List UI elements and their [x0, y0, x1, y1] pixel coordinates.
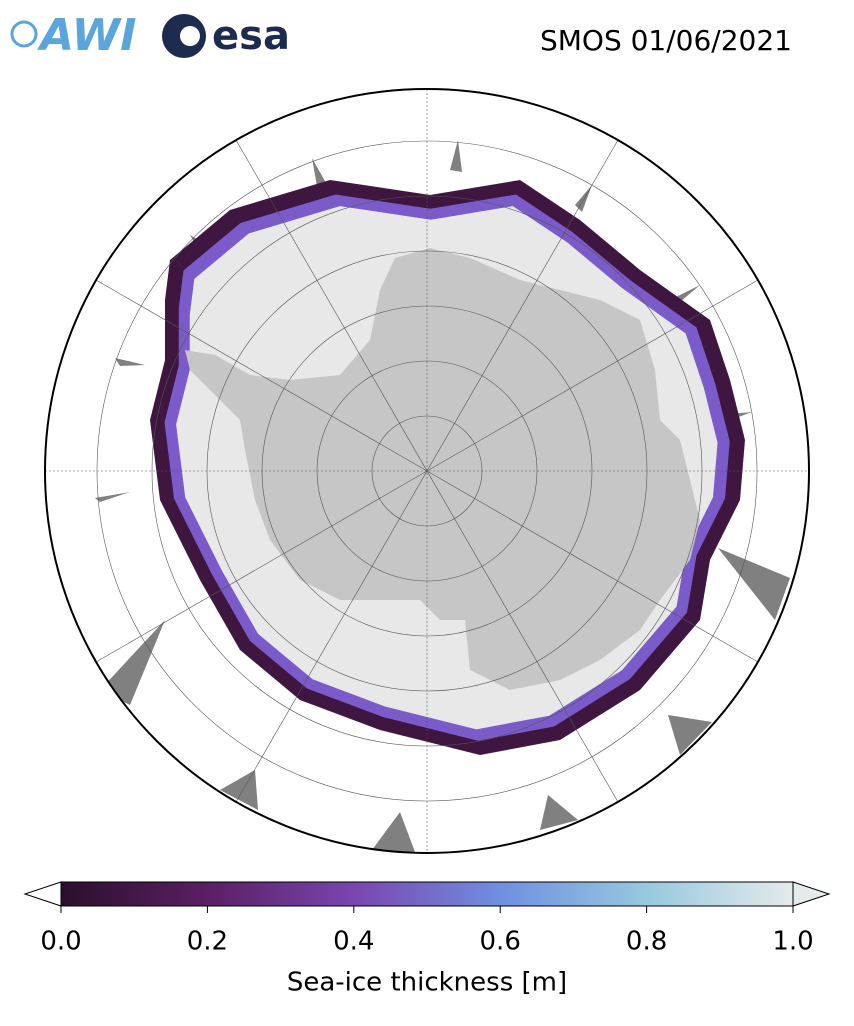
colorbar-bar	[60, 881, 794, 907]
colorbar-label: Sea-ice thickness [m]	[287, 968, 567, 998]
map	[45, 89, 809, 853]
colorbar-tick-label: 0.2	[187, 927, 228, 957]
esa-logo: esa	[162, 13, 290, 59]
map-boundary	[44, 88, 810, 854]
awi-logo-text: AWI	[37, 10, 137, 61]
title: SMOS 01/06/2021	[540, 24, 792, 57]
colorbar-tick-label: 0.8	[626, 927, 667, 957]
graticule	[45, 89, 809, 853]
colorbar-extend-low	[23, 881, 62, 907]
colorbar: 0.0 0.2 0.4 0.6 0.8 1.0	[23, 881, 831, 957]
antarctica	[185, 248, 700, 690]
colorbar-tick-label: 0.6	[480, 927, 521, 957]
esa-logo-text: esa	[212, 13, 290, 59]
colorbar-tick-label: 0.0	[40, 927, 81, 957]
awi-logo: AWI	[10, 10, 137, 61]
colorbar-tick-label: 1.0	[772, 927, 813, 957]
colorbar-extend-high	[792, 881, 831, 907]
colorbar-tick-label: 0.4	[333, 927, 374, 957]
